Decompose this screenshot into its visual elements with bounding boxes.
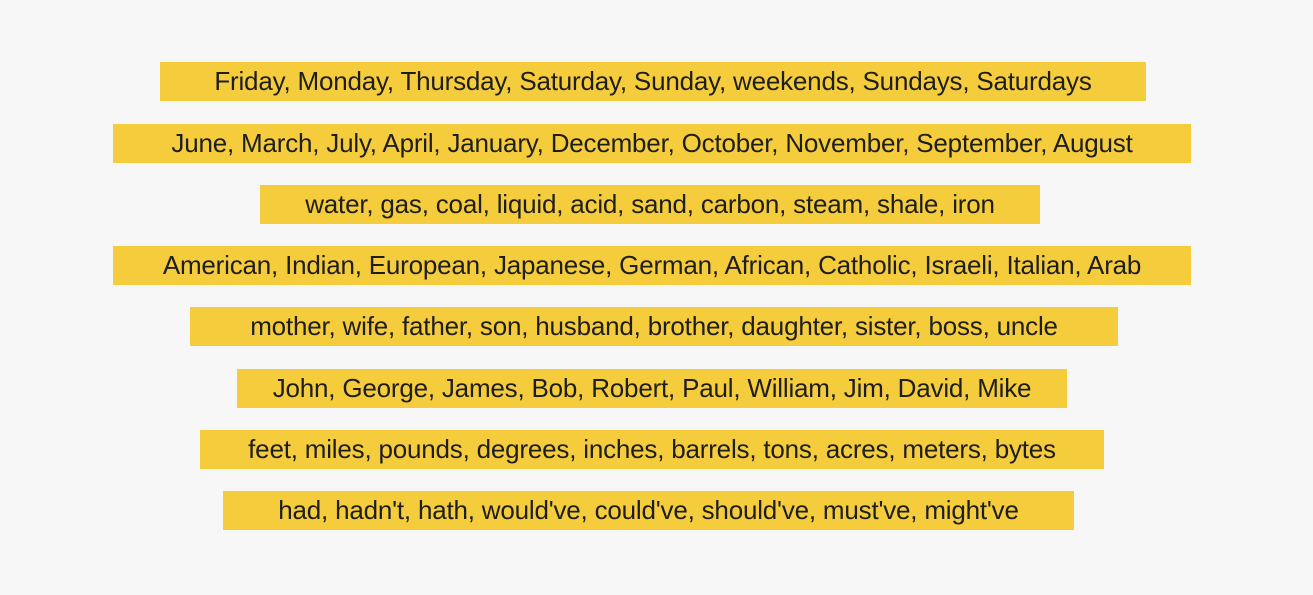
word-cluster-nationalities: American, Indian, European, Japanese, Ge… (113, 246, 1191, 285)
word-cluster-text: American, Indian, European, Japanese, Ge… (162, 250, 1142, 280)
word-cluster-contractions: had, hadn't, hath, would've, could've, s… (223, 491, 1074, 530)
word-cluster-text: had, hadn't, hath, would've, could've, s… (278, 495, 1019, 525)
word-cluster-text: John, George, James, Bob, Robert, Paul, … (272, 373, 1032, 403)
word-cluster-months: June, March, July, April, January, Decem… (113, 124, 1191, 163)
word-cluster-names: John, George, James, Bob, Robert, Paul, … (237, 369, 1067, 408)
word-cluster-units: feet, miles, pounds, degrees, inches, ba… (200, 430, 1104, 469)
word-cluster-text: feet, miles, pounds, degrees, inches, ba… (248, 434, 1056, 464)
word-cluster-text: water, gas, coal, liquid, acid, sand, ca… (305, 189, 995, 219)
word-cluster-text: Friday, Monday, Thursday, Saturday, Sund… (214, 66, 1092, 96)
word-cluster-text: mother, wife, father, son, husband, brot… (250, 311, 1058, 341)
word-cluster-days: Friday, Monday, Thursday, Saturday, Sund… (160, 62, 1146, 101)
word-cluster-substances: water, gas, coal, liquid, acid, sand, ca… (260, 185, 1040, 224)
word-cluster-family: mother, wife, father, son, husband, brot… (190, 307, 1118, 346)
word-cluster-text: June, March, July, April, January, Decem… (171, 128, 1133, 158)
